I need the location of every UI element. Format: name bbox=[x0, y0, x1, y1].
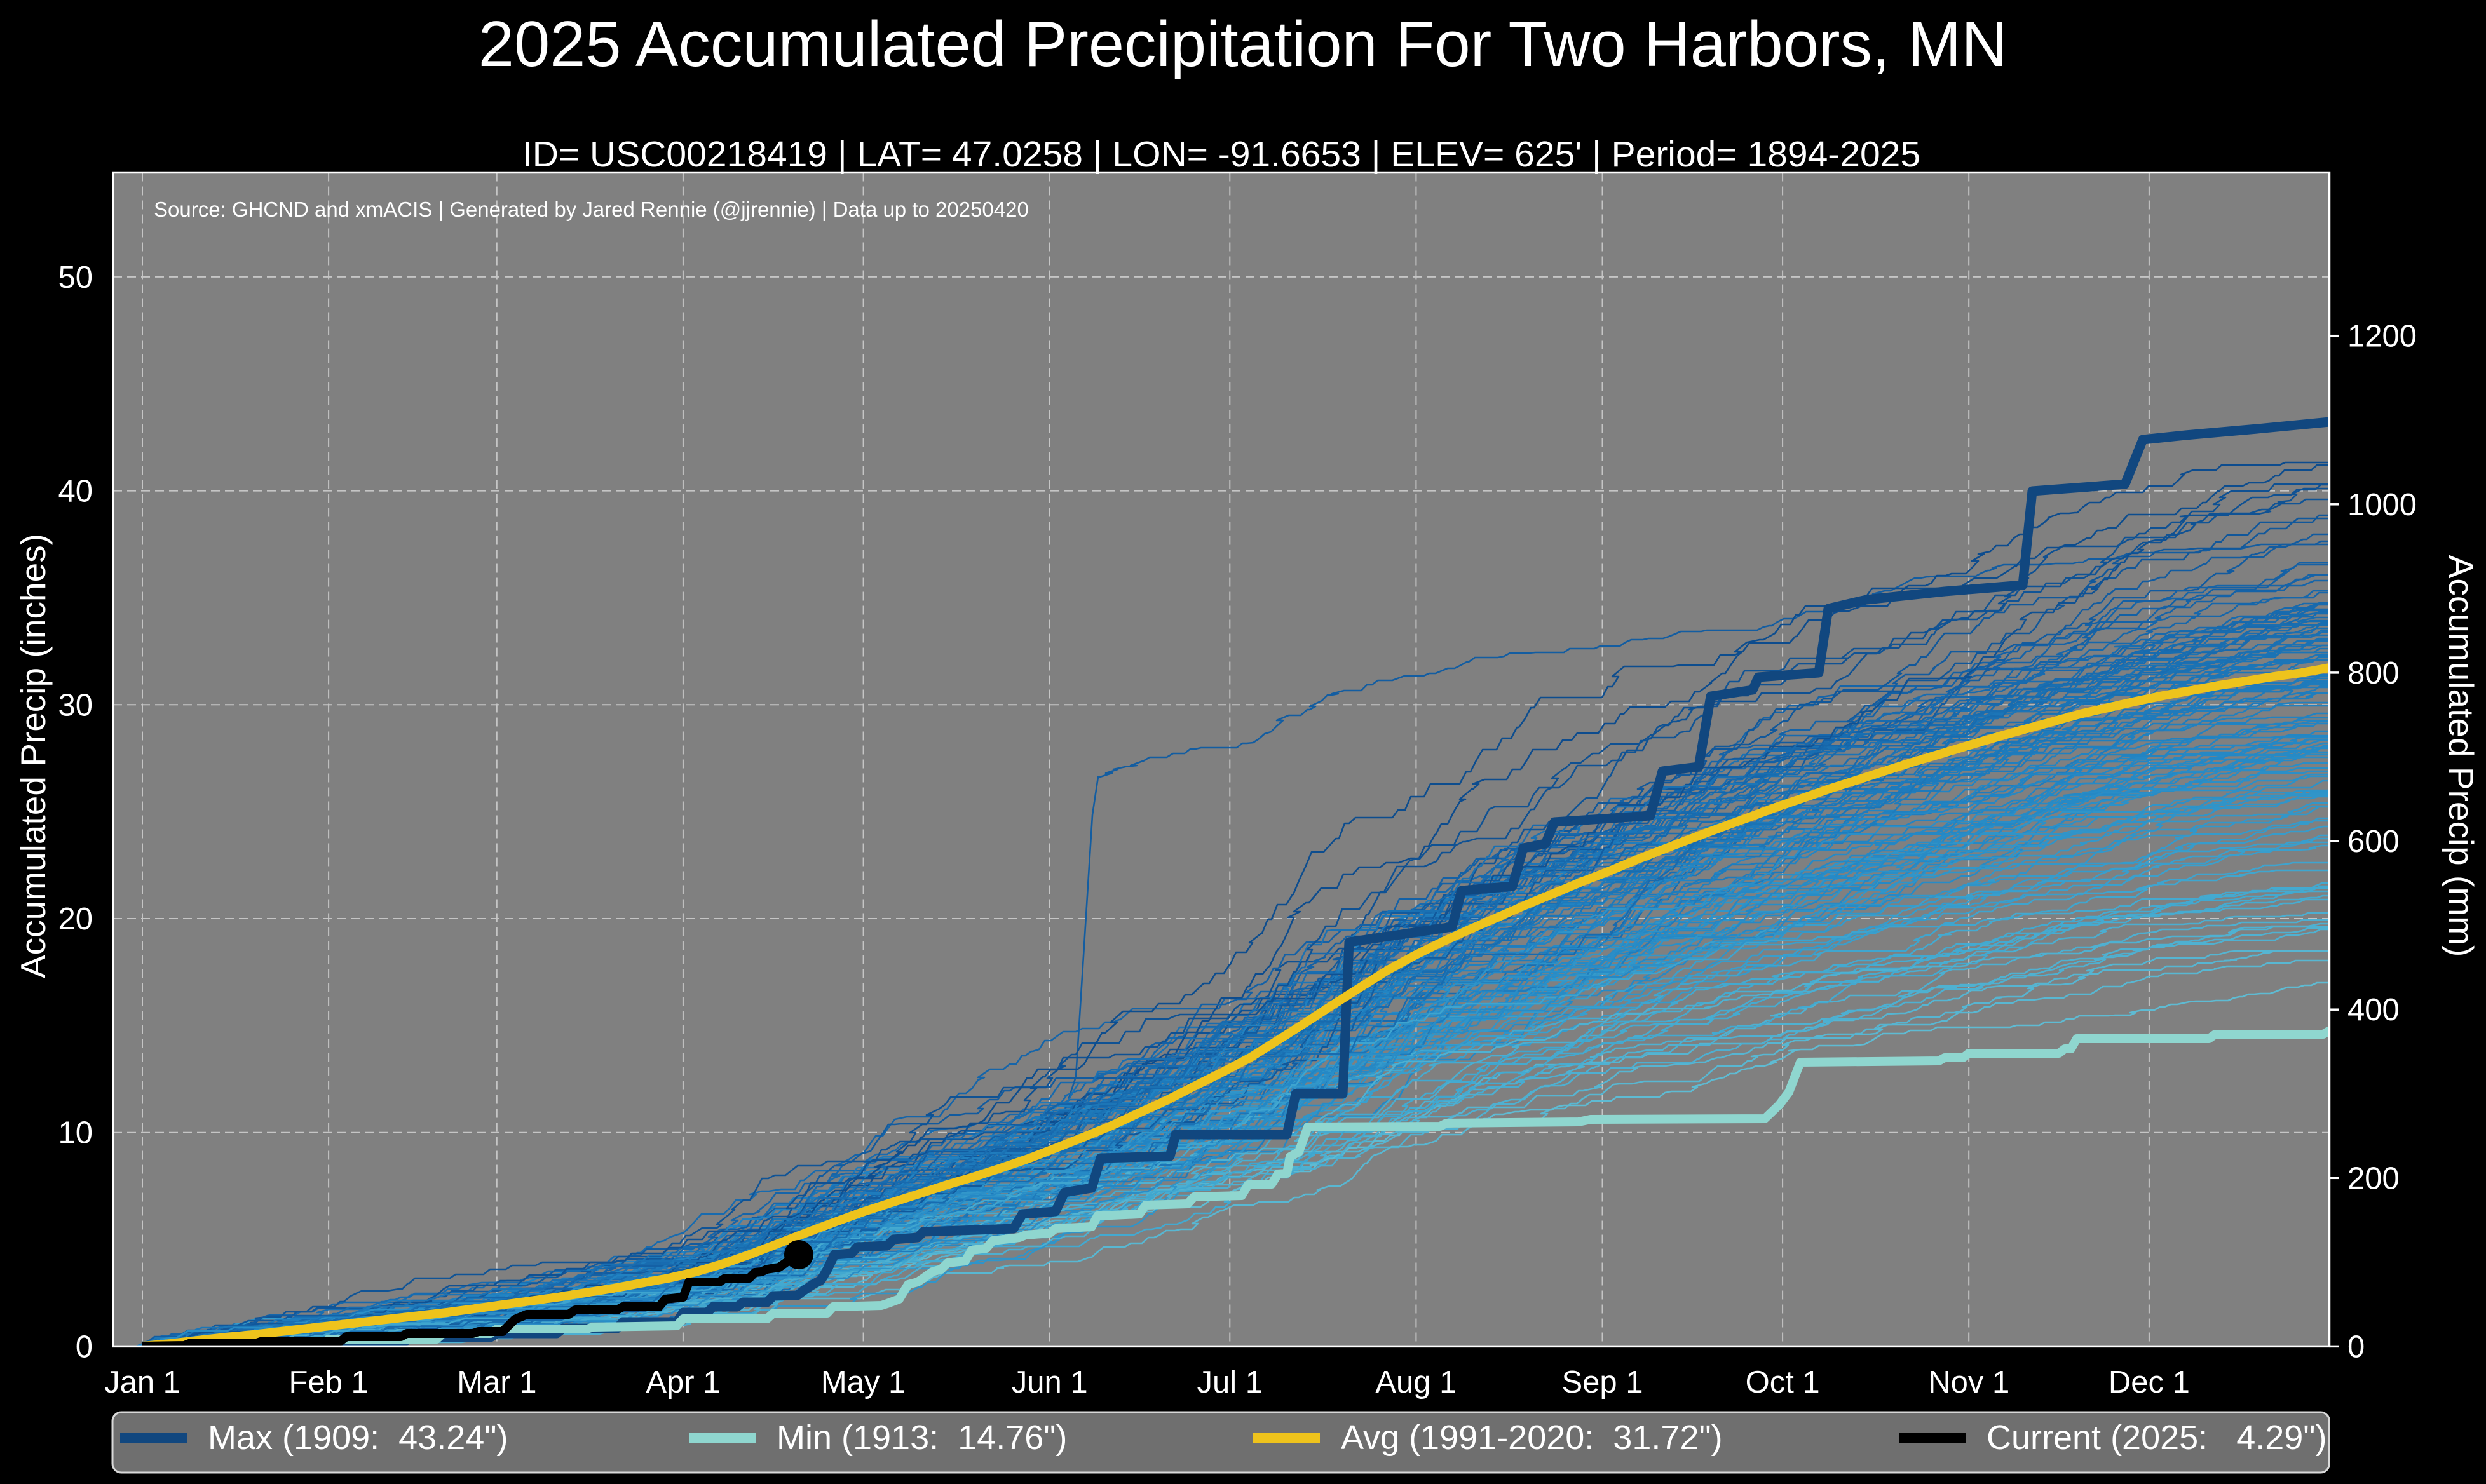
svg-text:Avg (1991-2020: 31.72"): Avg (1991-2020: 31.72") bbox=[1341, 1419, 1723, 1457]
svg-text:40: 40 bbox=[58, 475, 93, 509]
svg-text:1000: 1000 bbox=[2347, 488, 2417, 522]
svg-text:Min (1913: 14.76"): Min (1913: 14.76") bbox=[777, 1419, 1067, 1457]
svg-text:30: 30 bbox=[58, 688, 93, 722]
svg-text:20: 20 bbox=[58, 902, 93, 936]
svg-text:Jun 1: Jun 1 bbox=[1012, 1365, 1088, 1400]
svg-text:Jul 1: Jul 1 bbox=[1197, 1365, 1263, 1400]
svg-text:Feb 1: Feb 1 bbox=[289, 1365, 368, 1400]
svg-text:Mar 1: Mar 1 bbox=[457, 1365, 536, 1400]
svg-text:200: 200 bbox=[2347, 1161, 2400, 1196]
svg-text:10: 10 bbox=[58, 1116, 93, 1150]
svg-text:Oct 1: Oct 1 bbox=[1746, 1365, 1820, 1400]
svg-text:Sep 1: Sep 1 bbox=[1561, 1365, 1643, 1400]
svg-text:2025 Accumulated Precipitation: 2025 Accumulated Precipitation For Two H… bbox=[479, 9, 2007, 80]
svg-text:600: 600 bbox=[2347, 825, 2400, 859]
svg-text:May 1: May 1 bbox=[821, 1365, 906, 1400]
svg-text:Dec 1: Dec 1 bbox=[2109, 1365, 2190, 1400]
svg-text:Aug 1: Aug 1 bbox=[1375, 1365, 1457, 1400]
svg-text:0: 0 bbox=[76, 1330, 93, 1364]
svg-text:Nov 1: Nov 1 bbox=[1928, 1365, 2009, 1400]
svg-text:Accumulated Precip (inches): Accumulated Precip (inches) bbox=[13, 534, 53, 978]
svg-text:ID= USC00218419 | LAT= 47.0258: ID= USC00218419 | LAT= 47.0258 | LON= -9… bbox=[522, 134, 1920, 175]
svg-text:1200: 1200 bbox=[2347, 320, 2417, 354]
svg-text:50: 50 bbox=[58, 260, 93, 295]
svg-text:Max (1909: 43.24"): Max (1909: 43.24") bbox=[208, 1419, 508, 1457]
svg-text:Source: GHCND and xmACIS | Gen: Source: GHCND and xmACIS | Generated by … bbox=[154, 198, 1029, 221]
svg-text:Current (2025: 4.29"): Current (2025: 4.29") bbox=[1987, 1419, 2326, 1457]
svg-text:Apr 1: Apr 1 bbox=[646, 1365, 720, 1400]
svg-text:0: 0 bbox=[2347, 1330, 2365, 1364]
svg-text:800: 800 bbox=[2347, 656, 2400, 691]
svg-text:Jan 1: Jan 1 bbox=[104, 1365, 180, 1400]
svg-text:400: 400 bbox=[2347, 993, 2400, 1027]
svg-text:Accumulated Precip (mm): Accumulated Precip (mm) bbox=[2442, 555, 2481, 957]
